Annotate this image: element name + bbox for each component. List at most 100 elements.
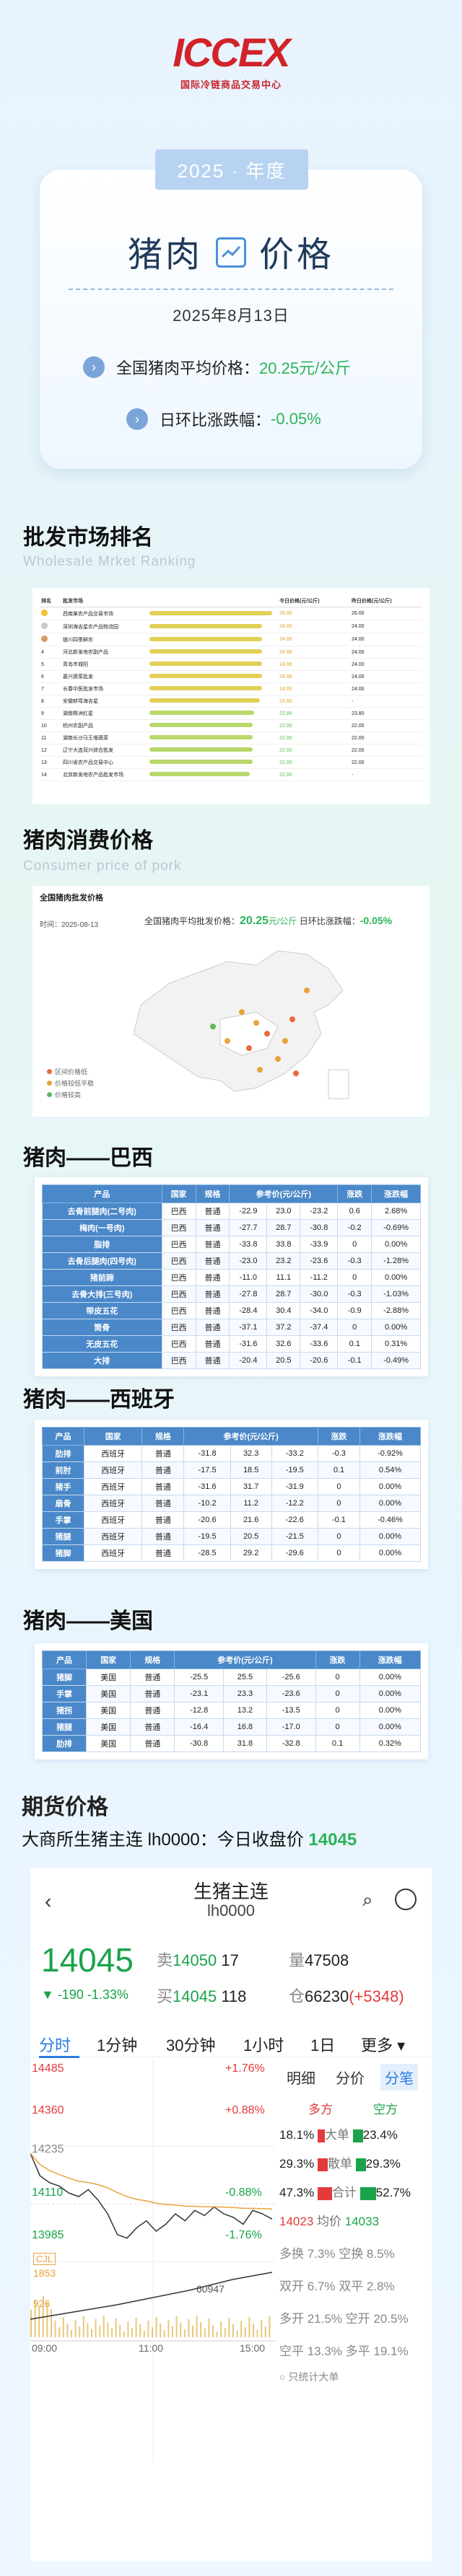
- volume-row: 量47508: [289, 1951, 349, 1969]
- intraday-chart[interactable]: 14485 14360 14235 14110 13985 +1.76% +0.…: [30, 2060, 276, 2463]
- change-value: -0.05%: [271, 410, 321, 428]
- cell: 带皮五花: [42, 1302, 162, 1319]
- price-bar: [149, 686, 262, 690]
- volume-bar: [196, 2316, 198, 2337]
- cell: 0.6: [337, 1203, 372, 1220]
- market-name: 河北新发地农副产品: [61, 646, 148, 659]
- cell: 猪前蹄: [42, 1269, 162, 1286]
- volume-bar: [264, 2326, 266, 2337]
- volume-bar: [175, 2316, 178, 2337]
- cell: 巴西: [161, 1252, 196, 1270]
- volume-bar: [30, 2310, 32, 2337]
- cell: 0: [317, 1544, 361, 1562]
- bid-row: 买14045 118: [157, 1987, 247, 2005]
- price-bar: [149, 674, 262, 678]
- consume-subtitle: Consumer price of pork: [23, 858, 182, 874]
- table-header: 产品 国家 规格 参考价(元/公斤) 涨跌 涨跌幅: [42, 1184, 421, 1203]
- cell: -23.6: [266, 1685, 316, 1702]
- volume-bar: [54, 2321, 56, 2337]
- table-row: 7 长春中医批发市场 24.00 24.00: [40, 682, 422, 695]
- change-label: 日环比涨跌幅：: [299, 916, 360, 926]
- table-row: 猪前蹄 巴西 普通 -11.0 11.1 -11.2 0 0.00%: [42, 1269, 421, 1286]
- table-row: 银川四季鲜农 24.00 24.00: [40, 633, 422, 646]
- cell: -31.6: [183, 1478, 231, 1495]
- cell: 巴西: [161, 1236, 196, 1253]
- cell: -29.6: [271, 1544, 318, 1562]
- tab-1hour[interactable]: 1小时: [243, 2036, 284, 2054]
- price-bar: [149, 698, 260, 703]
- cell: -0.1: [337, 1352, 372, 1369]
- intraday-svg: [30, 2060, 276, 2463]
- tab-by-tick[interactable]: 分笔: [380, 2064, 418, 2091]
- rank-number: 6: [41, 674, 44, 680]
- tab-by-price[interactable]: 分价: [336, 2071, 365, 2087]
- cell: 去骨后腿肉(四号肉): [42, 1252, 162, 1270]
- year-tab: 2025 · 年度: [155, 149, 308, 190]
- cell: -13.5: [266, 1702, 316, 1719]
- legend-item: 价格较低平稳: [47, 1078, 94, 1089]
- col-product: 产品: [41, 1650, 87, 1669]
- today-price: 24.00: [278, 646, 350, 659]
- cell: 11.1: [266, 1269, 301, 1286]
- cell: 30.4: [266, 1302, 301, 1319]
- back-icon[interactable]: ‹: [45, 1890, 52, 1912]
- volume-bar: [228, 2318, 230, 2337]
- volume-bar: [119, 2325, 121, 2337]
- date-label: 时间：: [40, 921, 61, 929]
- cell: -28.5: [183, 1544, 231, 1562]
- cell: 西班牙: [84, 1511, 143, 1529]
- table-row: 西南某农产品交易市场 26.00 26.00: [40, 607, 422, 620]
- yest-price: 24.00: [350, 670, 422, 683]
- market-name: 深圳海吉星农产品物流园: [61, 620, 148, 633]
- cell: 西班牙: [84, 1495, 143, 1512]
- col-country: 国家: [84, 1427, 143, 1446]
- volume-bar: [79, 2326, 81, 2337]
- cell: -33.6: [300, 1335, 339, 1353]
- hero-card: 2025 · 年度 猪肉 价格 2025年8月13日 › 全国猪肉平均价格： 20.…: [40, 149, 422, 469]
- oi-row: 仓66230(+5348): [289, 1987, 404, 2005]
- volume-bar: [139, 2324, 141, 2337]
- table-row: 9 湖南株洲红星 22.80 23.80: [40, 707, 422, 720]
- avg-price-label: 全国猪肉平均价格：: [116, 359, 260, 377]
- tab-more[interactable]: 更多 ▾: [361, 2036, 406, 2054]
- spain-table: 产品 国家 规格 参考价(元/公斤) 涨跌 涨跌幅 肋排 西班牙 普通 -31.8 32.3 -33.…: [41, 1427, 421, 1562]
- cell: -23.0: [229, 1252, 268, 1270]
- cell: 0.1: [315, 1735, 360, 1752]
- table-row: 猪脚 美国 普通 -25.5 25.5 -25.6 0 0.00%: [41, 1669, 422, 1686]
- cell: 普通: [141, 1544, 185, 1562]
- app-topbar: ‹ 生猪主连 lh0000 ⌕: [30, 1868, 432, 1933]
- yest-price: 22.00: [350, 744, 422, 757]
- cell: 肋排: [41, 1445, 85, 1462]
- tab-30min[interactable]: 30分钟: [166, 2036, 216, 2054]
- y-label: 14110: [32, 2186, 64, 2199]
- cell: -0.49%: [371, 1352, 421, 1369]
- col-product: 产品: [41, 1427, 85, 1446]
- yest-price: 24.00: [350, 682, 422, 695]
- table-row: 扇骨 西班牙 普通 -10.2 11.2 -12.2 0 0.00%: [41, 1495, 421, 1512]
- volume-bar: [38, 2306, 40, 2337]
- cell: 西班牙: [84, 1544, 143, 1562]
- usa-table-wrap: 产品 国家 规格 参考价(元/公斤) 涨跌 涨跌幅 猪脚 美国 普通 -25.5 25.5 -25.6…: [35, 1643, 428, 1759]
- volume-bar: [131, 2328, 133, 2337]
- tab-1day[interactable]: 1日: [310, 2036, 336, 2054]
- flow-row: 29.3% 散单 29.3%: [279, 2157, 401, 2171]
- search-icon[interactable]: ⌕: [362, 1889, 373, 1910]
- usa-table: 产品 国家 规格 参考价(元/公斤) 涨跌 涨跌幅 猪脚 美国 普通 -25.5 25.5 -25.6…: [41, 1650, 422, 1752]
- col-change-pct: 涨跌幅: [359, 1427, 421, 1446]
- tab-timeshare[interactable]: 分时: [39, 2036, 71, 2054]
- brazil-title: 猪肉——巴西: [23, 1146, 153, 1170]
- rank-number: 10: [41, 723, 47, 729]
- col-market: 批发市场: [61, 595, 148, 607]
- china-map: [133, 950, 349, 1099]
- cell: 普通: [130, 1669, 175, 1686]
- logo-subtitle: 国际冷链商品交易中心: [180, 79, 282, 90]
- price-bar: [149, 735, 253, 739]
- clock-icon[interactable]: [395, 1889, 417, 1910]
- cell: -2.88%: [371, 1302, 421, 1319]
- tab-detail[interactable]: 明细: [287, 2071, 315, 2087]
- tab-1min[interactable]: 1分钟: [97, 2036, 138, 2054]
- price-bar: [149, 610, 272, 615]
- rank-number: 12: [41, 747, 47, 753]
- col-country: 国家: [161, 1184, 196, 1203]
- big-order-toggle[interactable]: ○ 只统计大单: [279, 2371, 339, 2383]
